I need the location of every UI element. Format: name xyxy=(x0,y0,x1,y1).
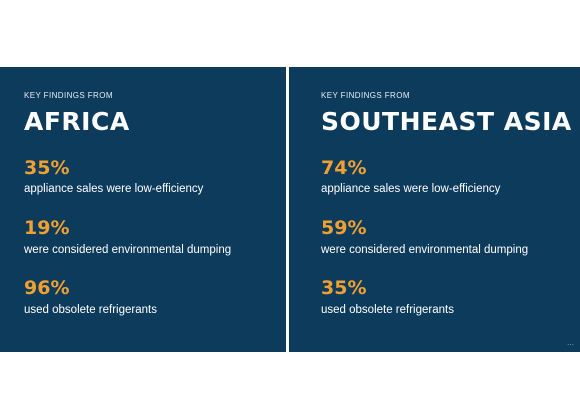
stat-description: used obsolete refrigerants xyxy=(24,304,157,316)
stat-description: were considered environmental dumping xyxy=(321,244,529,256)
stat-value: 35% xyxy=(24,157,70,179)
africa-findings-panel: KEY FINDINGS FROM AFRICA 35% appliance s… xyxy=(0,67,286,352)
stat-description: appliance sales were low-efficiency xyxy=(321,183,501,195)
panel-kicker: KEY FINDINGS FROM xyxy=(321,91,410,100)
stat-value: 35% xyxy=(321,277,367,299)
more-options-icon[interactable]: ⋯ xyxy=(567,342,574,349)
stat-value: 59% xyxy=(321,217,367,239)
stat-value: 19% xyxy=(24,217,70,239)
stat-description: appliance sales were low-efficiency xyxy=(24,183,204,195)
panel-kicker: KEY FINDINGS FROM xyxy=(24,91,113,100)
region-title: SOUTHEAST ASIA xyxy=(321,107,572,136)
stat-value: 74% xyxy=(321,157,367,179)
stat-value: 96% xyxy=(24,277,70,299)
stat-description: used obsolete refrigerants xyxy=(321,304,454,316)
southeast-asia-findings-panel: KEY FINDINGS FROM SOUTHEAST ASIA 74% app… xyxy=(289,67,580,352)
region-title: AFRICA xyxy=(24,107,130,136)
stat-description: were considered environmental dumping xyxy=(24,244,232,256)
